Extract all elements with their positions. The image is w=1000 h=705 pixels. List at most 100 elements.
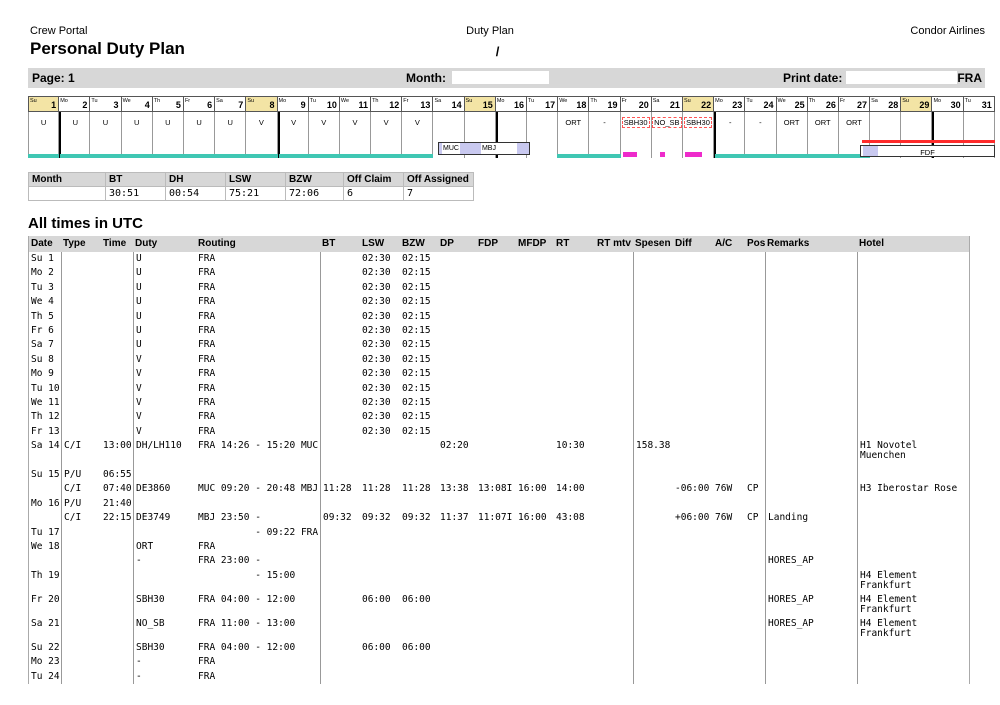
duty-table-cell: 11:07I	[478, 512, 513, 524]
duty-table-cell	[595, 266, 633, 280]
day-number: 27	[857, 100, 868, 110]
duty-table-cell	[320, 266, 360, 281]
day-number: 22	[701, 100, 712, 110]
duty-table-cell	[554, 670, 595, 684]
duty-table-cell	[857, 266, 969, 281]
duty-table-cell	[101, 266, 133, 280]
duty-table-cell	[101, 641, 133, 655]
duty-table-cell: V	[133, 367, 196, 382]
duty-table-cell	[713, 281, 745, 295]
day-number: 5	[175, 100, 181, 110]
month-input[interactable]	[452, 71, 549, 84]
duty-table-cell	[61, 540, 101, 555]
day-number: 9	[300, 100, 306, 110]
duty-underline-teal	[401, 154, 434, 158]
duty-table-cell	[438, 617, 476, 641]
duty-table-cell: - 09:22 FRA	[198, 526, 319, 538]
day-of-week-label: Sa	[434, 98, 442, 104]
duty-table-row: Fr 6 U FRA 02:30 02:15	[29, 323, 969, 339]
day-number: 31	[981, 100, 992, 110]
duty-table-row: Su 22 SBH30 FRA 04:00 - 12:00 06:00 06:00	[29, 640, 969, 656]
duty-table-cell	[633, 410, 673, 425]
duty-table-cell	[476, 338, 516, 352]
duty-table-cell: FRA	[198, 281, 216, 293]
duty-table-row: Tu 3 U FRA 02:30 02:15	[29, 280, 969, 296]
duty-table-cell	[673, 540, 713, 554]
duty-table-cell	[400, 497, 438, 511]
print-date-input[interactable]	[846, 71, 957, 84]
calendar-duty-cell: SBH30	[683, 112, 715, 158]
calendar-duty-cell: -	[744, 112, 777, 158]
duty-table-cell	[61, 252, 101, 267]
duty-table-cell: 21:40	[103, 497, 132, 509]
duty-table-cell	[516, 410, 554, 424]
duty-table-cell	[516, 497, 554, 511]
duty-table-cell: 02:30	[362, 339, 391, 351]
calendar-duty-cell: V	[245, 112, 278, 158]
duty-table-cell	[857, 309, 969, 324]
duty-table-cell: H4 Element Frankfurt	[857, 616, 969, 641]
layover-trip-bar: MUC MBJ	[438, 142, 530, 155]
duty-table-cell	[595, 396, 633, 410]
duty-table-cell	[320, 338, 360, 353]
duty-underline-teal	[214, 154, 247, 158]
duty-table-cell	[595, 540, 633, 554]
calendar-duty-cell: SBH30	[621, 112, 652, 158]
duty-table-header-cell: LSW	[362, 238, 385, 249]
duty-table-cell: Tu 17	[31, 526, 60, 538]
duty-code: V	[414, 118, 420, 127]
duty-table-cell	[61, 338, 101, 353]
calendar-day-header: Mo 23	[714, 96, 746, 112]
calendar-day-header: Th 26	[807, 96, 839, 112]
duty-table-cell: HORES_AP	[765, 554, 857, 569]
duty-table-cell	[360, 554, 400, 568]
duty-table-cell	[400, 569, 438, 593]
duty-table-cell	[765, 395, 857, 411]
duty-table-cell	[61, 323, 101, 339]
duty-table-cell	[595, 554, 633, 568]
duty-table-cell	[765, 295, 857, 310]
duty-table-cell	[633, 266, 673, 281]
calendar-day-header-row: Su 1 Mo 2 Tu 3 We 4 Th 5 Fr 6 Sa 7 Su 8 Mo 9 Tu 10 We 11 Th 12 F…	[28, 96, 996, 112]
duty-table-cell	[360, 468, 400, 482]
duty-table-cell	[476, 266, 516, 280]
duty-table-cell: Landing	[765, 511, 857, 526]
duty-table-cell	[595, 593, 633, 617]
trip-bar-spacer	[497, 143, 517, 154]
day-number: 20	[638, 100, 649, 110]
duty-table-cell	[595, 655, 633, 669]
duty-table-cell	[554, 554, 595, 568]
duty-table-cell	[476, 367, 516, 381]
duty-table-cell	[857, 323, 969, 339]
duty-table-cell	[673, 295, 713, 309]
duty-table-cell	[438, 353, 476, 367]
duty-table-cell	[633, 640, 673, 656]
day-of-week-label: Mo	[496, 98, 505, 104]
duty-table-cell	[554, 281, 595, 295]
duty-table-cell: FRA 11:00 - 13:00	[198, 617, 296, 629]
duty-table-cell	[320, 568, 360, 593]
duty-table-cell	[29, 554, 61, 568]
duty-table-cell	[595, 425, 633, 439]
duty-table-cell	[438, 367, 476, 381]
duty-table-cell	[101, 655, 133, 669]
duty-table-cell	[360, 569, 400, 593]
duty-table-cell: FRA	[198, 396, 216, 408]
duty-table: Date Type Time Duty Routing BT LSW BZW DP FDP MFDP…	[28, 236, 970, 684]
duty-table-row: We 4 U FRA 02:30 02:15	[29, 295, 969, 310]
duty-table-cell: H4 Element Frankfurt	[857, 592, 969, 617]
duty-table-cell	[516, 425, 554, 439]
duty-table-cell	[713, 468, 745, 482]
duty-table-cell	[476, 554, 516, 568]
duty-table-cell: 02:15	[402, 368, 431, 380]
month-summary-table: Month BT DH LSW BZW Off Claim Off Assigned 30:…	[28, 172, 474, 201]
duty-table-cell	[554, 266, 595, 280]
duty-table-cell: 02:15	[402, 425, 431, 437]
day-of-week-label: Th	[590, 98, 597, 104]
duty-table-cell	[554, 410, 595, 424]
calendar-duty-cell	[932, 112, 964, 158]
duty-table-cell	[595, 324, 633, 338]
duty-table-cell	[765, 367, 857, 382]
duty-table-cell	[516, 554, 554, 568]
duty-underline-teal	[151, 154, 184, 158]
